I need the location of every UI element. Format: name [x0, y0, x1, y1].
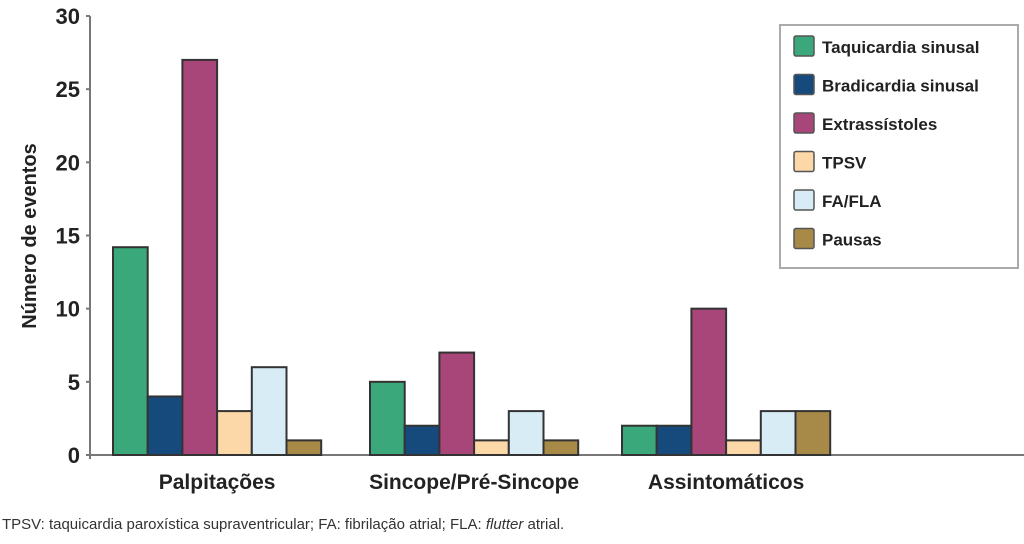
legend-swatch: [793, 73, 815, 96]
bar-bradicardia-sinusal: [655, 424, 693, 457]
legend-label: TPSV: [822, 154, 867, 173]
legend-label: Pausas: [822, 231, 882, 250]
bar-tpsv: [473, 439, 510, 457]
legend-label: Extrassístoles: [822, 115, 937, 134]
bar-fa-fla: [507, 410, 545, 457]
bar-extrass-stoles: [690, 307, 728, 456]
bar-bradicardia-sinusal: [403, 424, 441, 457]
y-tick-label: 30: [56, 4, 80, 29]
x-category-label: Sincope/Pré-Sincope: [369, 471, 579, 494]
caption-text-end: atrial.: [523, 516, 565, 533]
bar-fa-fla: [759, 410, 797, 457]
bar-taquicardia-sinusal: [369, 380, 406, 457]
legend-box: [779, 24, 1019, 269]
y-tick-label: 0: [68, 443, 80, 468]
bar-tpsv: [725, 439, 762, 457]
x-category-label: Assintomáticos: [648, 471, 804, 494]
legend-swatch: [793, 35, 815, 57]
bar-bradicardia-sinusal: [146, 395, 184, 457]
caption-text: TPSV: taquicardia paroxística supraventr…: [2, 516, 486, 533]
bar-pausas: [542, 439, 580, 457]
y-axis-label: Número de eventos: [19, 143, 41, 329]
x-category-label: Palpitações: [159, 471, 276, 494]
bar-chart: 0 5 10 15 20 25 30 Número de eventos Palpitações…: [19, 4, 1024, 494]
bar-tpsv: [216, 410, 253, 457]
y-tick-label: 20: [56, 150, 80, 175]
bar-extrass-stoles: [181, 58, 219, 457]
bar-pausas: [285, 439, 323, 457]
legend-label: Taquicardia sinusal: [822, 38, 979, 57]
caption: TPSV: taquicardia paroxística supraventr…: [2, 516, 564, 533]
bar-taquicardia-sinusal: [621, 424, 658, 457]
bar-extrass-stoles: [438, 351, 476, 457]
legend-label: Bradicardia sinusal: [822, 77, 979, 96]
y-tick-label: 15: [56, 224, 80, 249]
legend-swatch: [793, 112, 815, 134]
y-tick-label: 25: [56, 77, 80, 102]
legend-swatch: [793, 150, 815, 173]
y-tick-label: 5: [68, 370, 80, 395]
caption-italic: flutter: [485, 516, 524, 533]
bar-pausas: [794, 410, 832, 457]
y-tick-label: 10: [56, 297, 80, 322]
legend-swatch: [793, 189, 815, 211]
legend-swatch: [793, 227, 815, 250]
legend-label: FA/FLA: [822, 192, 882, 211]
bar-fa-fla: [250, 366, 288, 457]
bar-taquicardia-sinusal: [112, 246, 149, 456]
